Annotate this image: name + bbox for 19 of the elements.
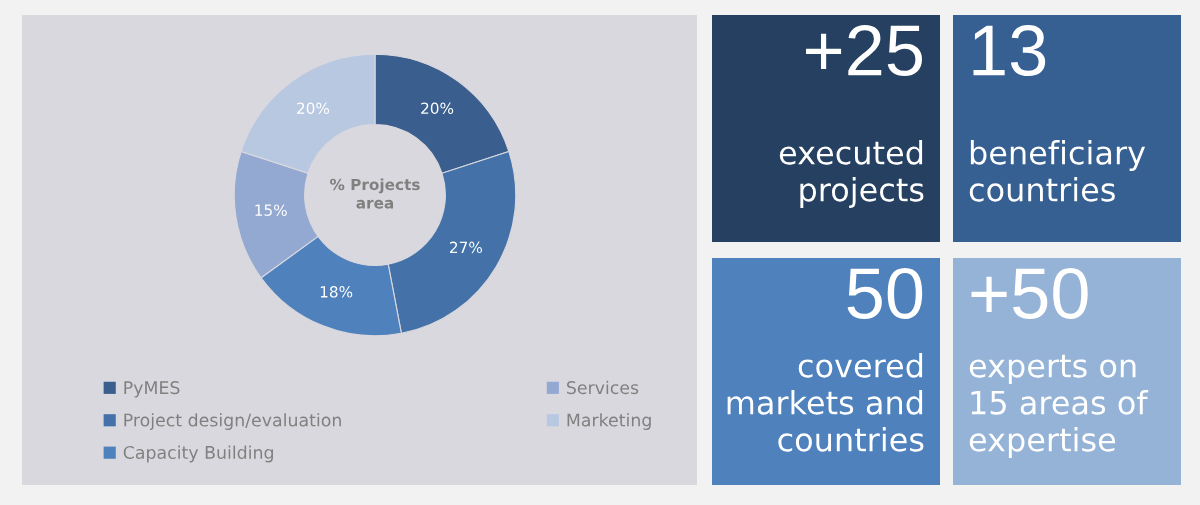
text: 50 — [847, 267, 923, 320]
text: % Projects area — [330, 178, 420, 209]
text: executed projects — [779, 140, 924, 208]
text: +50 — [971, 267, 1088, 320]
text: 13 — [973, 24, 1046, 77]
data-label: 15% — [255, 204, 287, 216]
data-label: 27% — [450, 241, 483, 254]
text: covered markets and countries — [727, 353, 924, 452]
legend-label: Services — [567, 380, 639, 395]
data-label: 18% — [320, 286, 353, 298]
data-label: 20% — [297, 102, 330, 115]
legend-label: Capacity Building — [123, 445, 273, 463]
legend-label: PyMES — [124, 381, 180, 398]
legend-label: Project design/evaluation — [124, 413, 341, 430]
legend-label: Marketing — [567, 413, 651, 430]
text: experts on 15 areas of expertise — [969, 354, 1149, 458]
data-label: 20% — [421, 102, 454, 115]
text: beneficiary countries — [969, 140, 1146, 202]
text: +25 — [806, 24, 922, 77]
